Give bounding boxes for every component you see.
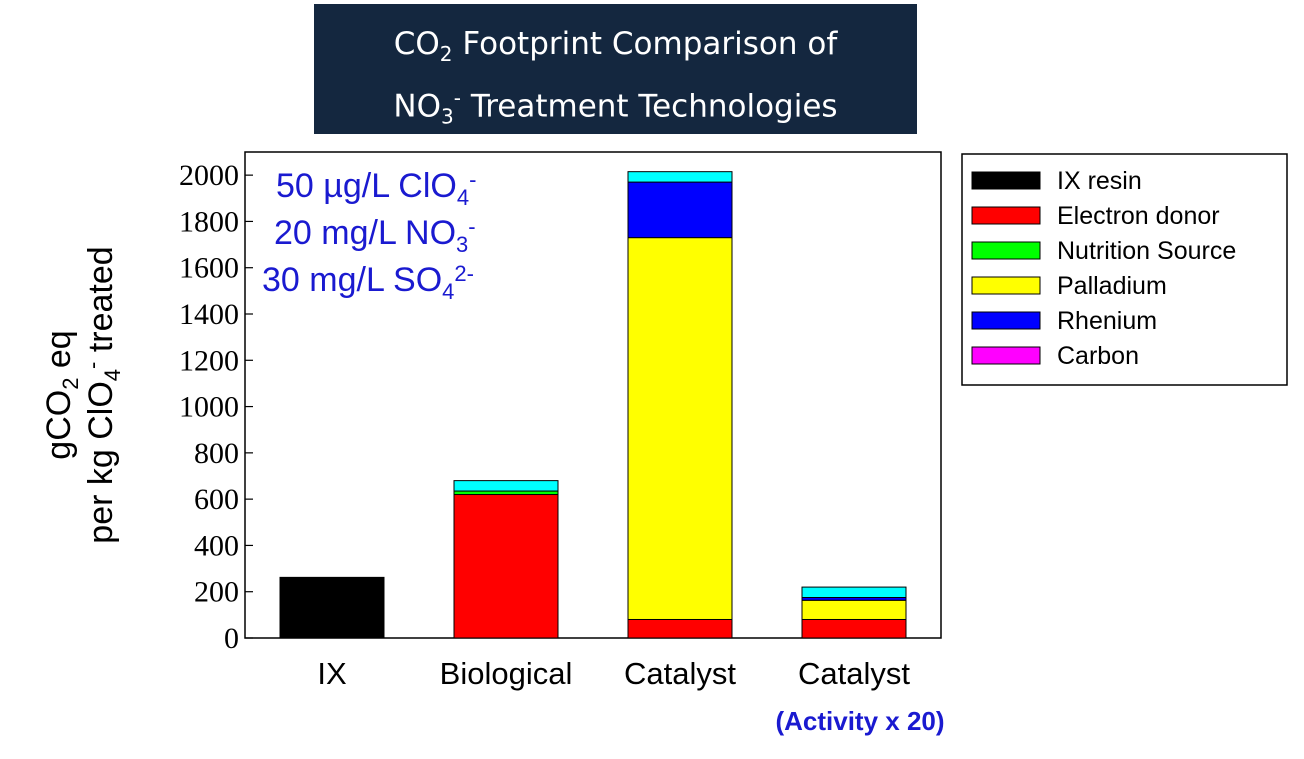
y-tick-label: 1600: [179, 252, 239, 285]
legend-swatch: [971, 171, 1041, 190]
legend-swatch: [971, 276, 1041, 295]
legend: IX resin Electron donor Nutrition Source Pa…: [961, 153, 1288, 386]
y-axis-label-line-2: per kg ClO4- treated: [80, 246, 125, 543]
y-axis-label-line-1: gCO2 eq: [40, 330, 83, 459]
bar-segment-electron-donor: [453, 494, 559, 639]
legend-label: Electron donor: [1057, 202, 1220, 230]
legend-label: Rhenium: [1057, 307, 1157, 335]
y-axis-ticks: 0 200 400 600 800 1000 1200 1400 1600 1800 2000: [179, 159, 253, 655]
y-tick-label: 800: [194, 437, 239, 470]
bar-segment-palladium: [801, 599, 907, 620]
bar-segment-electron-donor: [627, 618, 733, 639]
bar-segment-top-segment: [627, 171, 733, 183]
legend-label: IX resin: [1057, 167, 1142, 195]
x-tick-label: IX: [317, 656, 347, 691]
chart-title-line-1: CO2 Footprint Comparison of: [393, 26, 838, 67]
chart-title: CO2 Footprint Comparison of NO3- Treatme…: [314, 4, 917, 134]
bar-segment-top-segment: [801, 586, 907, 598]
y-tick-label: 1000: [179, 391, 239, 424]
x-tick-label: Biological: [440, 656, 573, 691]
y-tick-label: 1200: [179, 344, 239, 377]
legend-items: IX resin Electron donor Nutrition Source Pa…: [971, 167, 1236, 370]
x-tick-label: Catalyst: [798, 656, 910, 691]
bar-segment-rhenium: [627, 181, 733, 239]
bar-segment-ix-resin: [279, 576, 385, 639]
conditions-annotation: 50 µg/L ClO4- 20 mg/L NO3- 30 mg/L SO42-: [262, 167, 476, 304]
y-tick-label: 0: [224, 622, 239, 655]
legend-swatch: [971, 311, 1041, 330]
y-tick-label: 1400: [179, 298, 239, 331]
annotation-line-2: 20 mg/L NO3-: [274, 214, 476, 257]
legend-label: Palladium: [1057, 272, 1167, 300]
legend-swatch: [971, 346, 1041, 365]
y-tick-label: 2000: [179, 159, 239, 192]
y-axis-label: gCO2 eq per kg ClO4- treated: [40, 246, 125, 543]
bar-segment-nutrition-source: [453, 490, 559, 496]
x-tick-label: Catalyst: [624, 656, 736, 691]
plot-area: [244, 151, 942, 639]
bar-segment-palladium: [627, 237, 733, 620]
y-tick-label: 600: [194, 483, 239, 516]
bars: [279, 171, 907, 639]
chart-title-line-2: NO3- Treatment Technologies: [393, 86, 838, 129]
legend-swatch: [971, 206, 1041, 225]
y-tick-label: 1800: [179, 205, 239, 238]
y-tick-label: 400: [194, 529, 239, 562]
bar-segment-electron-donor: [801, 618, 907, 639]
annotation-line-1: 50 µg/L ClO4-: [276, 167, 476, 210]
legend-label: Carbon: [1057, 342, 1139, 370]
legend-swatch: [971, 241, 1041, 260]
bar-segment-top-segment: [453, 480, 559, 492]
legend-label: Nutrition Source: [1057, 237, 1236, 265]
y-tick-label: 200: [194, 576, 239, 609]
x-note: (Activity x 20): [775, 706, 944, 736]
annotation-line-3: 30 mg/L SO42-: [262, 261, 474, 304]
x-axis-labels: IX Biological Catalyst Catalyst: [317, 656, 910, 691]
